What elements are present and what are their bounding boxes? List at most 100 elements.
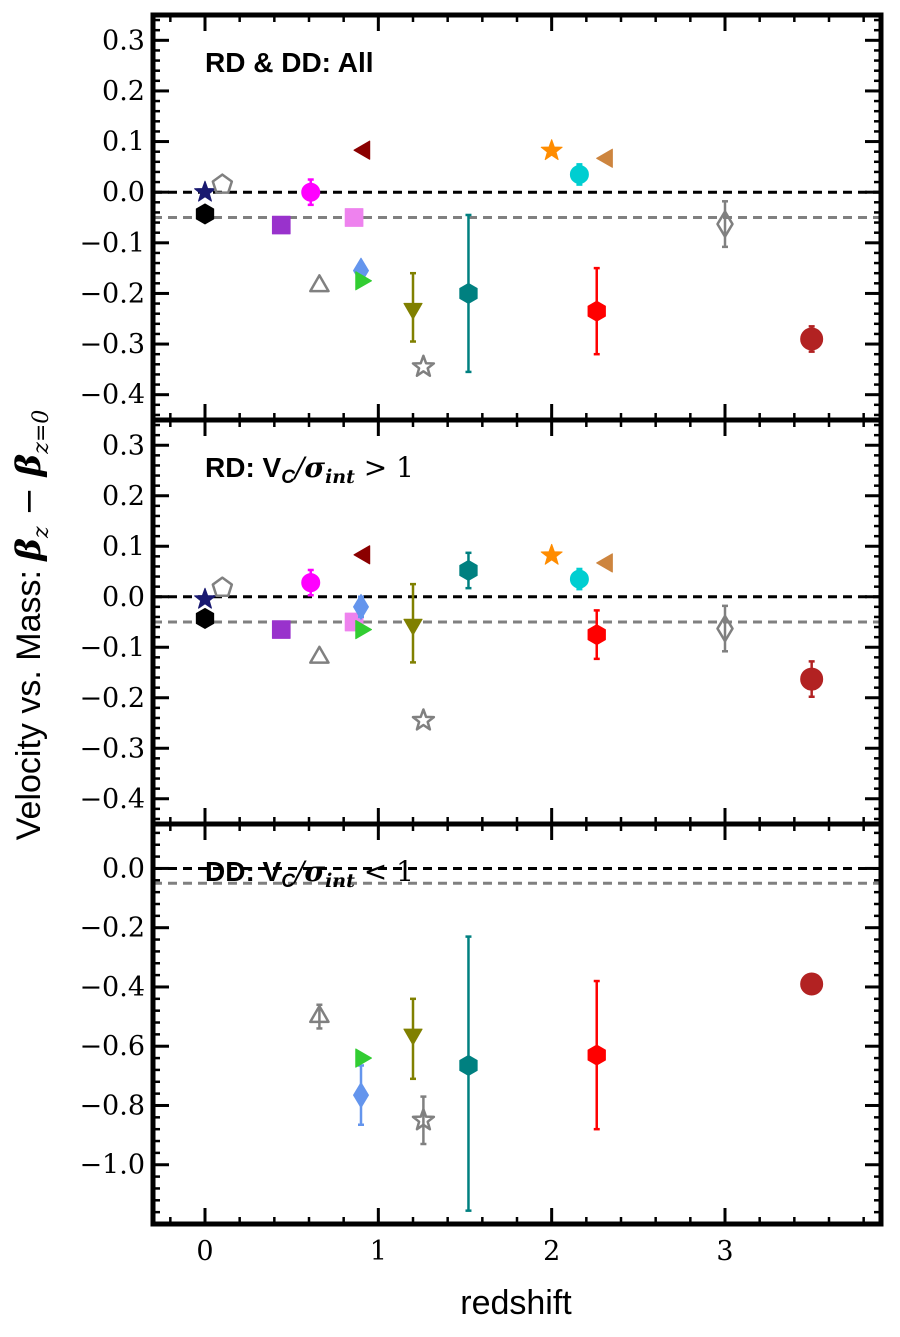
star-marker [540,543,563,565]
data-point [355,619,372,640]
data-point [540,139,563,161]
circle-marker [800,327,824,351]
hexagon-marker [459,282,478,304]
data-point [309,274,330,293]
data-point [569,163,589,186]
hexagon-marker [459,1054,478,1076]
star-marker [411,354,436,377]
data-point [411,708,436,731]
data-point [587,979,606,1131]
star-marker [411,708,436,731]
triangle-left-marker [353,140,371,160]
panel-2: 0.3 0.2 0.1 0.0 −0.1 −0.2 −0.3 −0.4 RD: VC/σint … [79,417,884,827]
hexagon-marker [195,203,215,225]
triangle-up-marker [309,274,330,293]
data-point [411,354,436,377]
y-tick-label: 0.1 [102,127,145,158]
star-marker [540,139,563,161]
triangle-left-marker [353,545,371,565]
y-tick-label: 0.2 [102,481,145,512]
data-point [301,568,321,597]
hexagon-marker [459,559,478,581]
data-point [195,203,215,225]
y-tick-label: −0.4 [79,972,145,1003]
data-point [355,1048,372,1068]
data-point [271,215,291,235]
x-tick-label: 1 [370,1236,387,1267]
y-tick-label: −0.8 [79,1090,145,1121]
data-point [403,582,423,664]
y-tick-label: 0.3 [102,25,145,56]
hexagon-marker [587,624,606,646]
panel-title: RD: VC/σint > 1 [205,451,414,488]
y-tick-label: −0.6 [79,1031,145,1062]
circle-marker [569,164,589,184]
data-point [403,997,423,1081]
triangle-down-marker [403,1028,423,1046]
data-point [459,213,478,374]
triangle-down-marker [403,618,423,636]
data-point [355,271,372,291]
data-point [211,576,234,597]
y-tick-label: 0.2 [102,76,145,107]
data-point [569,567,589,591]
data-point [540,543,563,565]
diamond-marker [353,1082,369,1109]
data-point [194,180,216,202]
panels-layer: 0.3 0.2 0.1 0.0 −0.1 −0.2 −0.3 −0.4 RD & DD: All… [79,12,884,1267]
y-tick-label: −0.3 [79,733,145,764]
circle-marker [800,972,824,996]
diamond-marker [716,210,734,238]
circle-marker [301,573,321,593]
data-point [716,604,734,653]
panel-3: 0.0 −0.2 −0.4 −0.6 −0.8 −1.0 0 1 2 3 DD: VC/σint <… [79,821,884,1267]
y-tick-label: −1.0 [79,1150,145,1181]
hexagon-marker [587,1044,606,1066]
data-point [353,593,369,620]
circle-marker [800,667,824,691]
star-marker [411,1108,436,1131]
data-point [301,178,321,207]
data-point [800,325,824,353]
y-tick-label: −0.4 [79,784,145,815]
data-point [459,935,478,1212]
x-tick-label: 2 [543,1236,560,1267]
circle-marker [569,569,589,589]
star-marker [194,180,216,202]
data-point [403,271,423,343]
y-tick-label: −0.1 [79,228,145,259]
panel-frame [150,821,884,1227]
triangle-right-marker [355,619,372,640]
square-marker [271,215,291,235]
data-point [353,140,371,160]
y-tick-label: 0.0 [102,582,145,613]
y-tick-label: −0.3 [79,329,145,360]
diamond-marker [716,614,734,643]
diamond-marker [353,593,369,620]
x-tick-label: 0 [196,1236,213,1267]
data-point [353,545,371,565]
data-point [459,551,478,590]
star-marker [194,587,216,609]
y-tick-label: −0.4 [79,380,145,411]
data-point [271,620,291,639]
data-point [596,553,613,573]
data-point [800,972,824,996]
data-point [800,660,824,698]
triangle-left-marker [596,553,613,573]
y-axis-title: Velocity vs. Mass: βz − βz=0 [9,410,54,841]
data-point [344,208,364,227]
y-tick-label: −0.2 [79,683,145,714]
data-point [353,1064,369,1126]
data-point [195,607,215,629]
triangle-up-marker [309,1004,330,1024]
panel-1: 0.3 0.2 0.1 0.0 −0.1 −0.2 −0.3 −0.4 RD & DD: All [79,12,884,423]
data-point [587,266,606,356]
triangle-left-marker [596,148,613,168]
y-tick-label: 0.0 [102,853,145,884]
circle-marker [301,182,321,202]
data-point [587,609,606,661]
data-point [596,148,613,168]
triangle-right-marker [355,1048,372,1068]
